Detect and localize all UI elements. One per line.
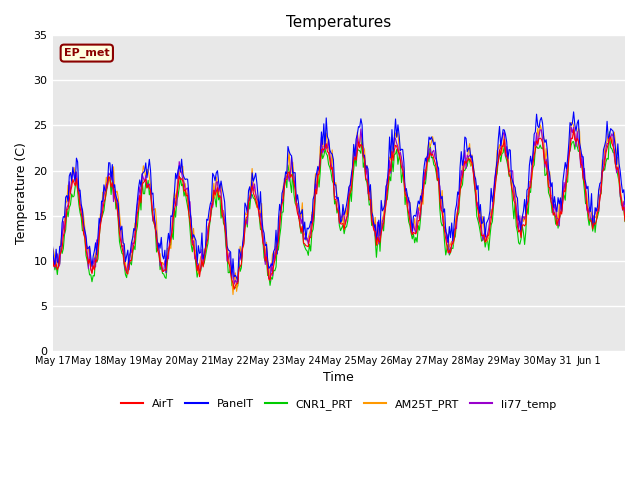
CNR1_PRT — [470, 182, 478, 188]
AM25T_PRT — [227, 263, 234, 269]
AM25T_PRT — [621, 214, 629, 220]
CNR1_PRT — [370, 220, 378, 226]
li77_temp — [49, 263, 56, 268]
AirT — [621, 218, 629, 224]
li77_temp — [230, 281, 238, 287]
PanelT — [291, 170, 299, 176]
AirT — [570, 127, 577, 132]
li77_temp — [470, 176, 478, 182]
li77_temp — [571, 132, 579, 137]
AirT — [470, 181, 478, 187]
AM25T_PRT — [370, 227, 378, 233]
CNR1_PRT — [621, 219, 629, 225]
CNR1_PRT — [291, 200, 299, 206]
AirT — [227, 271, 234, 276]
AM25T_PRT — [470, 169, 478, 175]
li77_temp — [291, 184, 299, 190]
AM25T_PRT — [291, 177, 299, 182]
AM25T_PRT — [397, 157, 405, 163]
PanelT — [370, 225, 378, 230]
PanelT — [234, 279, 242, 285]
li77_temp — [227, 261, 234, 267]
CNR1_PRT — [397, 180, 405, 185]
CNR1_PRT — [570, 139, 577, 144]
CNR1_PRT — [227, 265, 234, 271]
AirT — [49, 256, 56, 262]
CNR1_PRT — [605, 129, 613, 135]
Line: AM25T_PRT: AM25T_PRT — [52, 122, 625, 295]
AirT — [230, 286, 238, 292]
PanelT — [227, 249, 234, 255]
X-axis label: Time: Time — [323, 371, 354, 384]
AM25T_PRT — [49, 245, 56, 251]
li77_temp — [568, 124, 575, 130]
li77_temp — [621, 213, 629, 219]
AM25T_PRT — [568, 120, 576, 125]
Legend: AirT, PanelT, CNR1_PRT, AM25T_PRT, li77_temp: AirT, PanelT, CNR1_PRT, AM25T_PRT, li77_… — [116, 395, 561, 415]
AM25T_PRT — [571, 131, 579, 136]
AM25T_PRT — [229, 292, 237, 298]
PanelT — [397, 146, 405, 152]
Line: li77_temp: li77_temp — [52, 127, 625, 284]
Line: CNR1_PRT: CNR1_PRT — [52, 132, 625, 289]
AirT — [397, 164, 405, 170]
PanelT — [570, 109, 577, 115]
CNR1_PRT — [49, 257, 56, 263]
Line: PanelT: PanelT — [52, 112, 625, 282]
PanelT — [621, 202, 629, 207]
AirT — [370, 228, 378, 234]
PanelT — [49, 244, 56, 250]
Line: AirT: AirT — [52, 130, 625, 289]
li77_temp — [370, 220, 378, 226]
CNR1_PRT — [230, 286, 238, 292]
Title: Temperatures: Temperatures — [286, 15, 392, 30]
AirT — [571, 137, 579, 143]
li77_temp — [397, 155, 405, 161]
Text: EP_met: EP_met — [64, 48, 109, 58]
PanelT — [470, 173, 478, 179]
PanelT — [571, 122, 579, 128]
Y-axis label: Temperature (C): Temperature (C) — [15, 142, 28, 244]
AirT — [291, 187, 299, 192]
